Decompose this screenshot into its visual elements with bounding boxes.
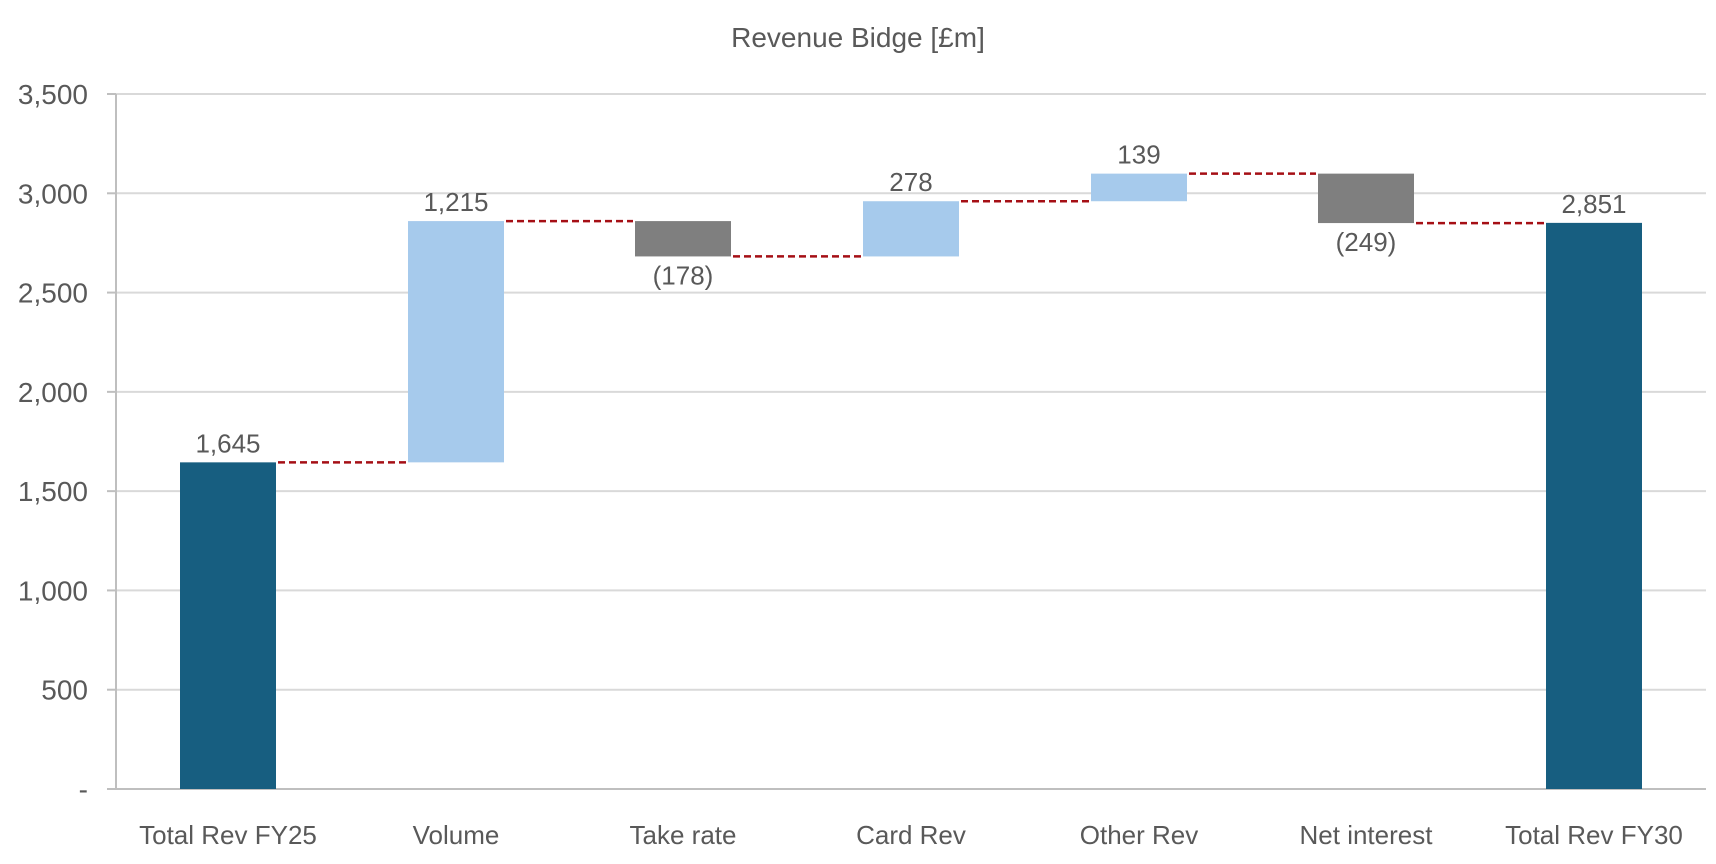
y-tick-label: 3,000 <box>18 178 88 209</box>
x-tick-label: Total Rev FY25 <box>139 820 317 850</box>
data-label: 139 <box>1117 140 1160 170</box>
y-tick-label: 500 <box>41 675 88 706</box>
data-label: (178) <box>653 260 714 290</box>
y-tick-label: 1,000 <box>18 575 88 606</box>
data-label: 2,851 <box>1561 189 1626 219</box>
bar-volume <box>408 221 504 463</box>
data-label: 278 <box>889 167 932 197</box>
x-tick-label: Card Rev <box>856 820 966 850</box>
y-tick-label: 3,500 <box>18 79 88 110</box>
data-label: (249) <box>1336 227 1397 257</box>
data-label: 1,645 <box>195 428 260 458</box>
y-tick-label: 2,000 <box>18 377 88 408</box>
y-tick-label: - <box>79 774 88 805</box>
x-tick-label: Net interest <box>1300 820 1434 850</box>
bar-total-rev-fy30 <box>1546 222 1642 789</box>
x-tick-label: Other Rev <box>1080 820 1199 850</box>
bar-net-interest <box>1318 173 1414 224</box>
x-tick-label: Volume <box>413 820 500 850</box>
bar-card-rev <box>863 201 959 257</box>
bar-take-rate <box>635 221 731 257</box>
data-label: 1,215 <box>423 187 488 217</box>
y-tick-label: 1,500 <box>18 476 88 507</box>
chart-title: Revenue Bidge [£m] <box>731 22 985 53</box>
bar-other-rev <box>1091 173 1187 202</box>
y-tick-label: 2,500 <box>18 278 88 309</box>
x-tick-label: Total Rev FY30 <box>1505 820 1683 850</box>
bar-total-rev-fy25 <box>180 462 276 789</box>
x-tick-label: Take rate <box>630 820 737 850</box>
